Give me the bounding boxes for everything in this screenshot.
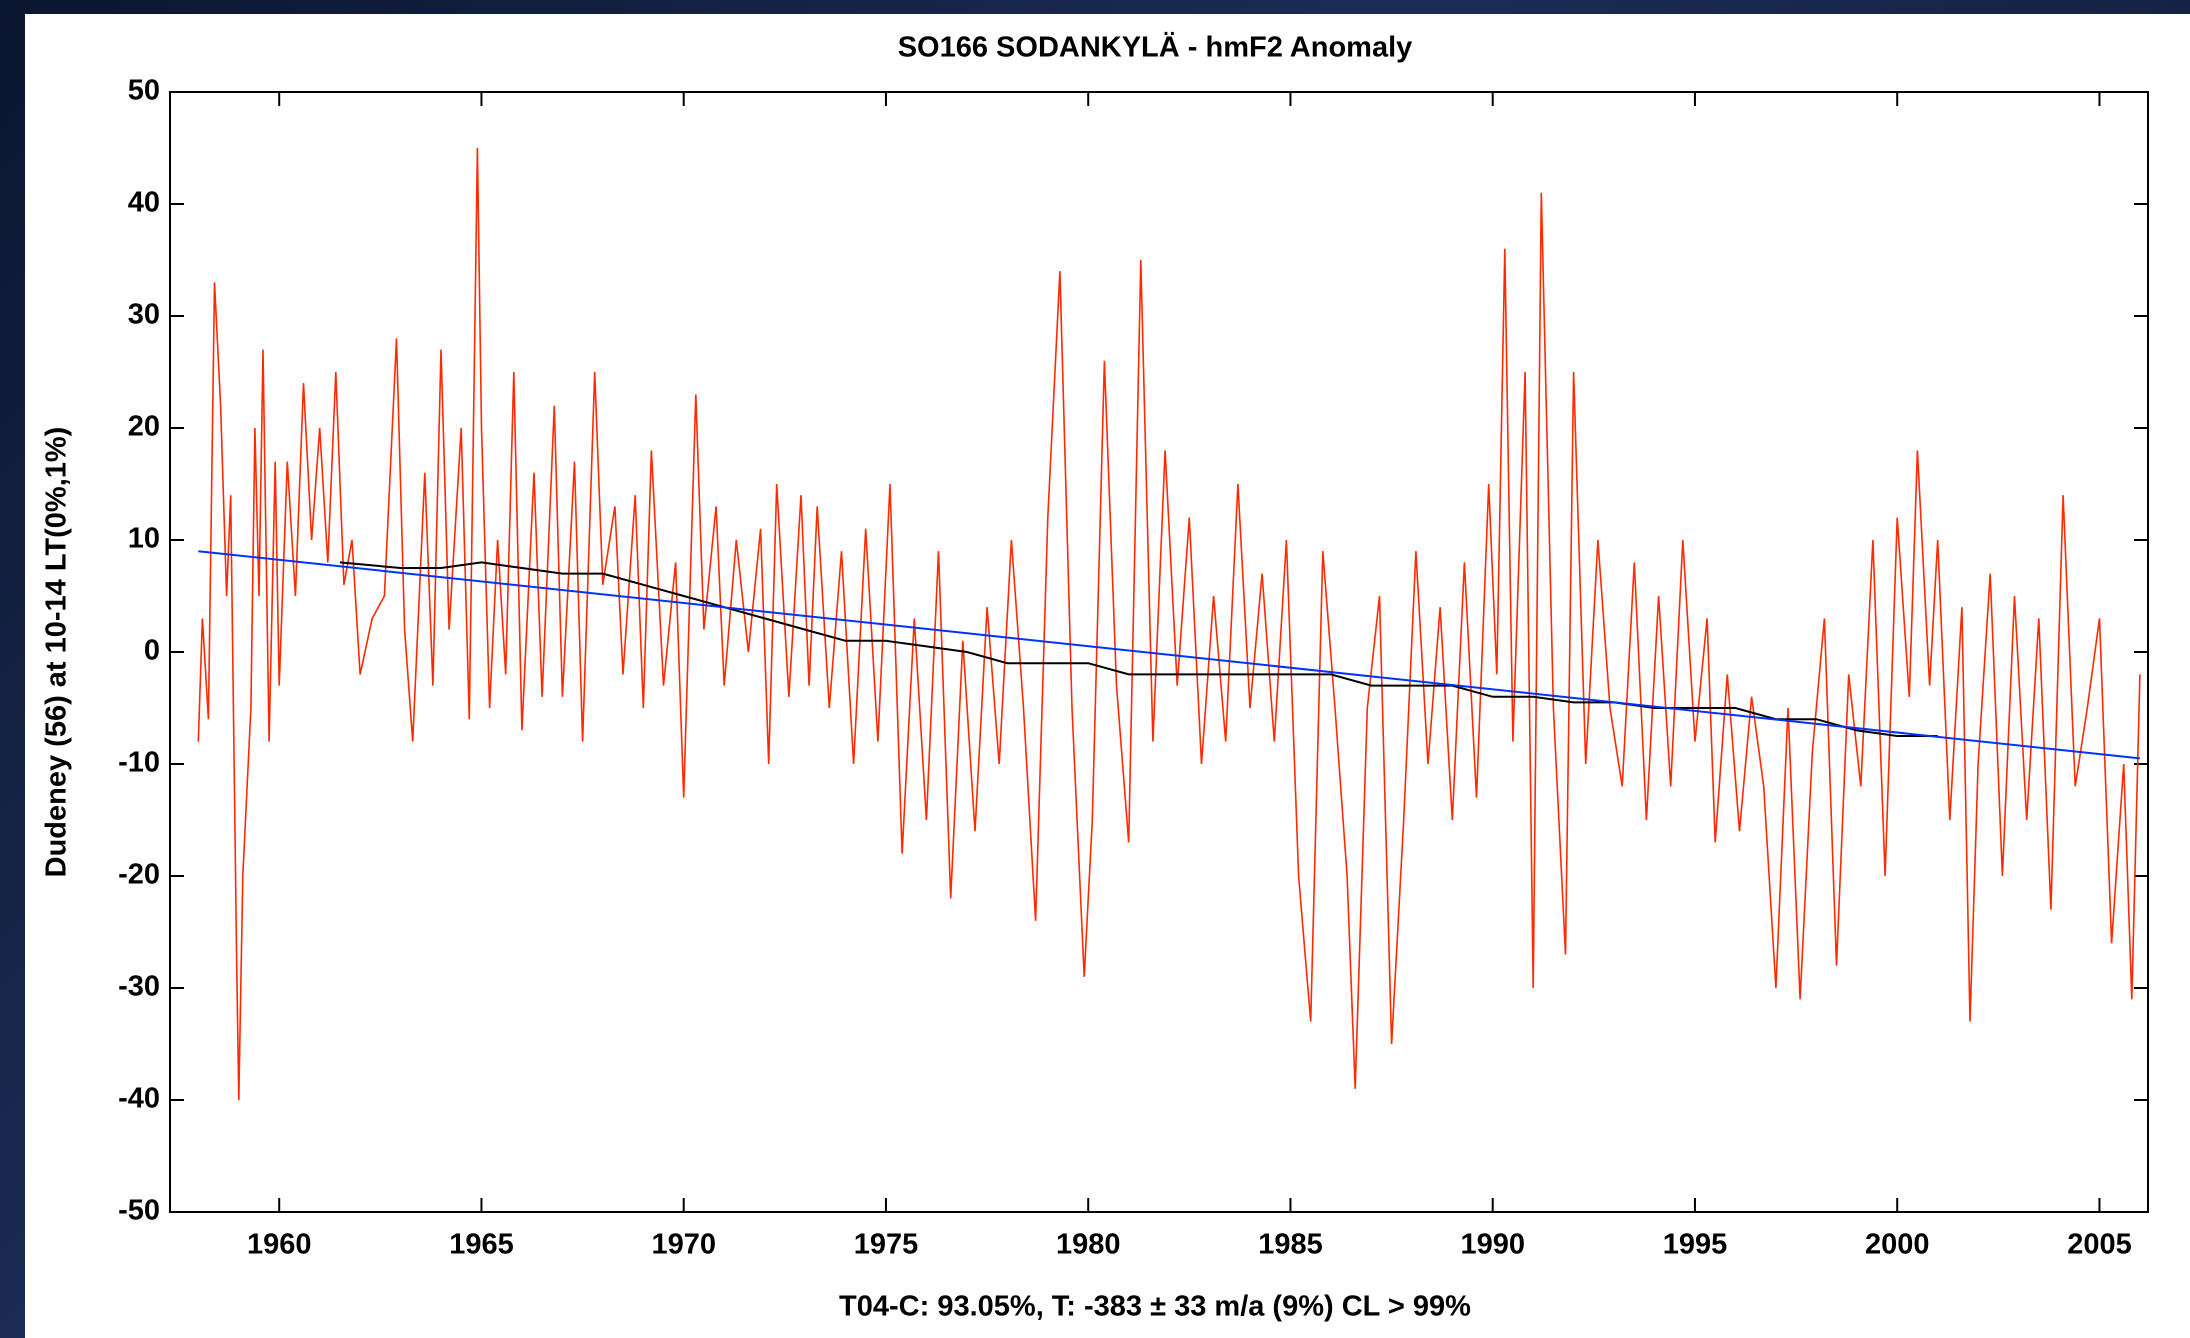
series-line (197, 147, 2141, 1101)
y-tick-label: -20 (118, 859, 160, 891)
x-tick-label: 1990 (1460, 1229, 1525, 1261)
series-line (198, 550, 2141, 760)
y-tick-label: -40 (118, 1083, 160, 1115)
y-tick-label: 10 (128, 523, 160, 555)
x-tick-label: 1975 (854, 1229, 919, 1261)
x-tick-label: 1970 (651, 1229, 716, 1261)
y-tick-label: 40 (128, 187, 160, 219)
x-tick-label: 1995 (1663, 1229, 1728, 1261)
chart-title: SO166 SODANKYLÄ - hmF2 Anomaly (898, 31, 1413, 64)
y-tick-label: 50 (128, 75, 160, 107)
x-tick-label: 2000 (1865, 1229, 1930, 1261)
y-tick-label: -10 (118, 747, 160, 779)
y-axis-label: Dudeney (56) at 10-14 LT(0%,1%) (41, 427, 73, 878)
y-tick-label: 0 (144, 635, 160, 667)
y-tick-label: -50 (118, 1195, 160, 1227)
x-tick-label: 1965 (449, 1229, 514, 1261)
x-tick-label: 1980 (1056, 1229, 1121, 1261)
x-tick-label: 2005 (2067, 1229, 2132, 1261)
panel (25, 14, 2190, 1338)
x-axis-label: T04-C: 93.05%, T: -383 ± 33 m/a (9%) CL … (839, 1291, 1471, 1323)
x-tick-label: 1960 (247, 1229, 312, 1261)
x-tick-label: 1985 (1258, 1229, 1323, 1261)
y-tick-label: 30 (128, 299, 160, 331)
y-tick-label: 20 (128, 411, 160, 443)
y-tick-label: -30 (118, 971, 160, 1003)
